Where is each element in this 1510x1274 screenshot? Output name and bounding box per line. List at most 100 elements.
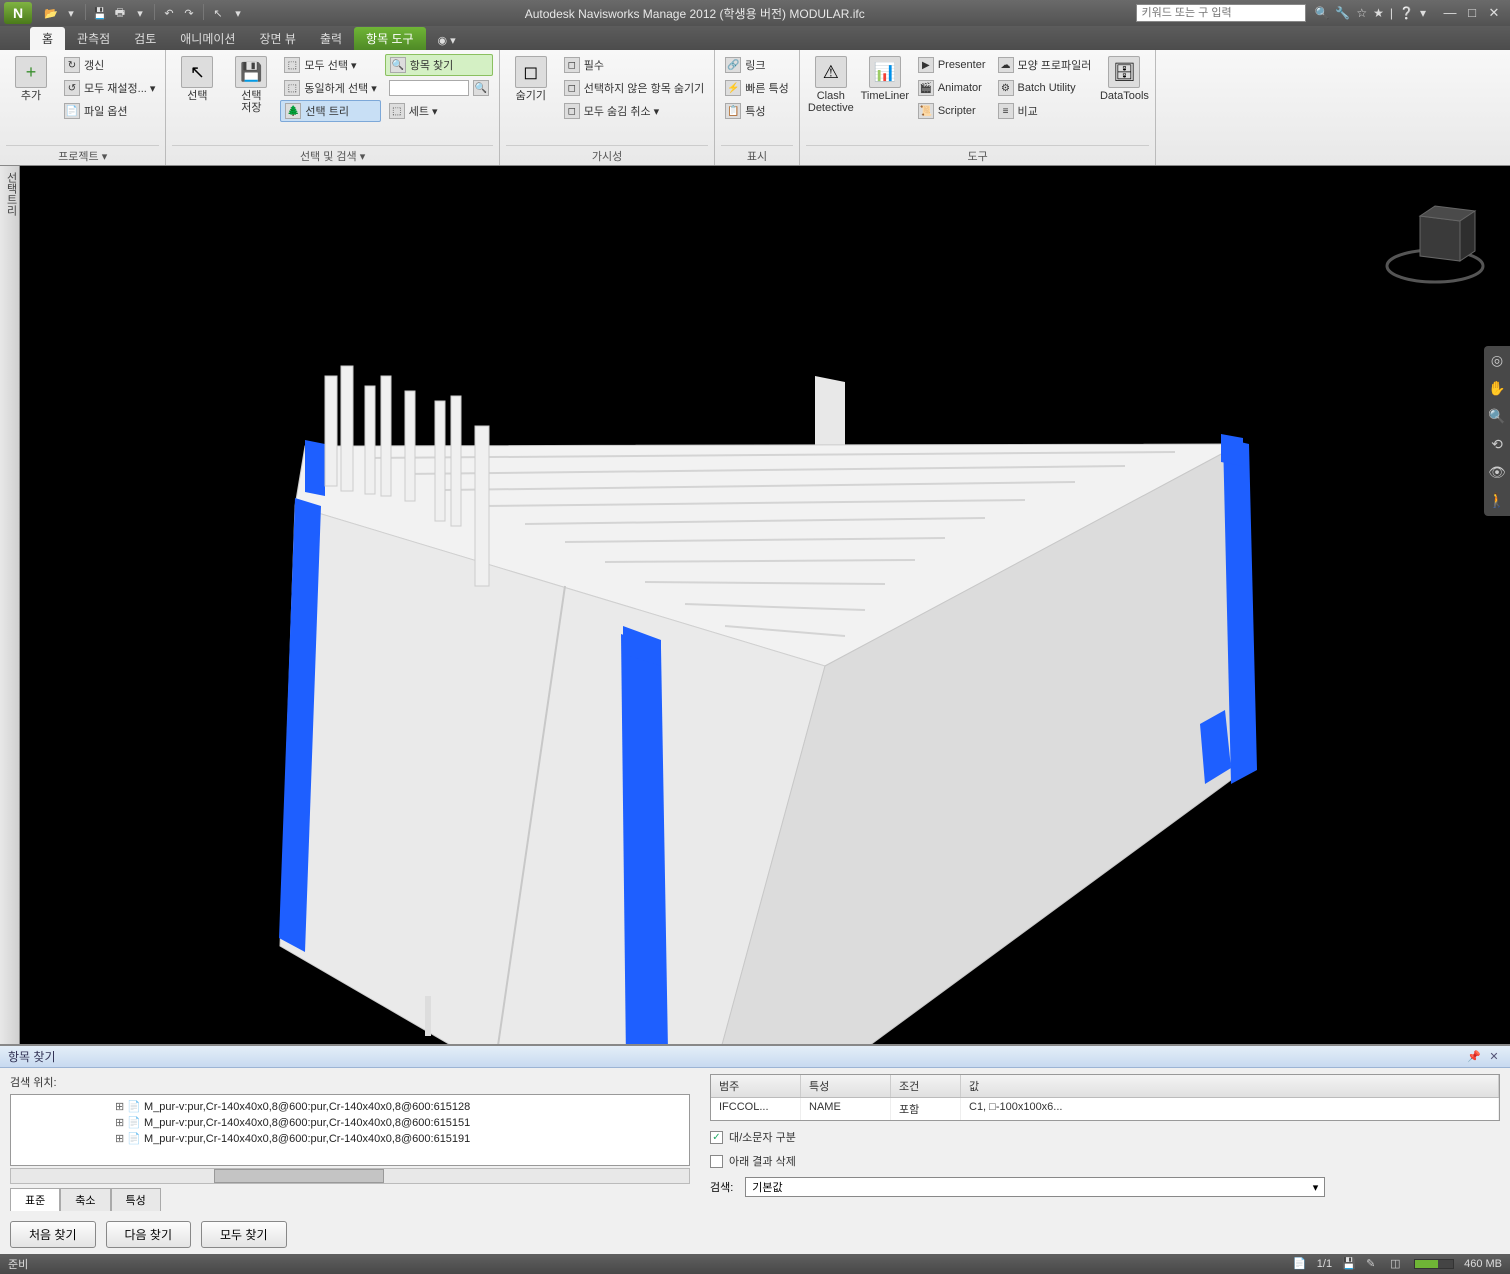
datatools-button[interactable]: 🗄 DataTools [1099, 54, 1149, 145]
ribbon-group-project: + 추가 ↻갱신 ↺모두 재설정... ▾ 📄파일 옵션 프로젝트 ▾ [0, 50, 166, 165]
select-all-button[interactable]: ⬚모두 선택 ▾ [280, 54, 380, 76]
animator-button[interactable]: 🎬Animator [914, 77, 990, 99]
tab-standard[interactable]: 표준 [10, 1188, 60, 1211]
qat-cursor-icon[interactable]: ↖ [209, 4, 227, 22]
close-button[interactable]: ✕ [1484, 5, 1504, 21]
tree-row[interactable]: M_pur-v:pur,Cr-140x40x0,8@600:pur,Cr-140… [115, 1131, 685, 1147]
datatools-icon: 🗄 [1108, 56, 1140, 88]
appearance-profiler-button[interactable]: ☁모양 프로파일러 [994, 54, 1096, 76]
panel-close-icon[interactable]: ✕ [1486, 1050, 1502, 1064]
find-first-button[interactable]: 처음 찾기 [10, 1221, 96, 1248]
search-tree[interactable]: M_pur-v:pur,Cr-140x40x0,8@600:pur,Cr-140… [10, 1094, 690, 1166]
qat-dropdown-icon[interactable]: ▾ [62, 4, 80, 22]
panel-pin-icon[interactable]: 📌 [1466, 1050, 1482, 1064]
tab-viewpoint[interactable]: 관측점 [65, 27, 122, 50]
maximize-button[interactable]: □ [1462, 5, 1482, 21]
quick-access-toolbar: 📂 ▾ 💾 🖶 ▾ ↶ ↷ ↖ ▾ [36, 4, 253, 22]
tree-row[interactable]: M_pur-v:pur,Cr-140x40x0,8@600:pur,Cr-140… [115, 1115, 685, 1131]
qat-dropdown3-icon[interactable]: ▾ [229, 4, 247, 22]
key-icon[interactable]: 🔧 [1335, 6, 1350, 20]
properties-button[interactable]: 📋특성 [721, 100, 793, 122]
minimize-button[interactable]: — [1440, 5, 1460, 21]
required-button[interactable]: ◻필수 [560, 54, 709, 76]
qat-open-icon[interactable]: 📂 [42, 4, 60, 22]
window-controls: — □ ✕ [1434, 5, 1510, 21]
steering-wheel-icon[interactable]: ◎ [1488, 352, 1506, 370]
orbit-icon[interactable]: ⟲ [1488, 436, 1506, 454]
props-icon: 📋 [725, 103, 741, 119]
tab-properties[interactable]: 특성 [111, 1188, 161, 1211]
sb-disk-icon[interactable]: 💾 [1342, 1257, 1356, 1271]
quick-find-input[interactable] [389, 80, 469, 96]
match-case-checkbox[interactable]: ✓ [710, 1131, 723, 1144]
3d-viewport[interactable]: ◎ ✋ 🔍 ⟲ 👁 🚶 [20, 166, 1510, 1044]
tab-sceneview[interactable]: 장면 뷰 [247, 27, 307, 50]
tab-compact[interactable]: 축소 [60, 1188, 110, 1211]
help-icon[interactable]: ❔ [1399, 6, 1414, 20]
hide-icon: ◻ [515, 56, 547, 88]
qat-undo-icon[interactable]: ↶ [160, 4, 178, 22]
save-selection-button[interactable]: 💾 선택저장 [226, 54, 276, 145]
col-property[interactable]: 특성 [801, 1075, 891, 1097]
ribbon-options-icon[interactable]: ◉ ▾ [432, 31, 462, 50]
selection-tree-button[interactable]: 🌲선택 트리 [280, 100, 380, 122]
qat-save-icon[interactable]: 💾 [91, 4, 109, 22]
find-all-button[interactable]: 모두 찾기 [201, 1221, 287, 1248]
col-value[interactable]: 값 [961, 1075, 1499, 1097]
tree-row[interactable]: M_pur-v:pur,Cr-140x40x0,8@600:pur,Cr-140… [115, 1099, 685, 1115]
binoculars-icon[interactable]: 🔍 [1314, 6, 1329, 20]
find-panel-titlebar[interactable]: 항목 찾기 📌 ✕ [0, 1046, 1510, 1068]
unhide-all-button[interactable]: ◻모두 숨김 취소 ▾ [560, 100, 709, 122]
scripter-button[interactable]: 📜Scripter [914, 100, 990, 122]
col-category[interactable]: 범주 [711, 1075, 801, 1097]
select-button[interactable]: ↖ 선택 [172, 54, 222, 145]
prune-below-checkbox[interactable] [710, 1155, 723, 1168]
quick-props-button[interactable]: ⚡빠른 특성 [721, 77, 793, 99]
refresh-button[interactable]: ↻갱신 [60, 54, 159, 76]
qat-redo-icon[interactable]: ↷ [180, 4, 198, 22]
hide-unselected-button[interactable]: ◻선택하지 않은 항목 숨기기 [560, 77, 709, 99]
col-condition[interactable]: 조건 [891, 1075, 961, 1097]
tree-hscrollbar[interactable] [10, 1168, 690, 1184]
pan-icon[interactable]: ✋ [1488, 380, 1506, 398]
walk-icon[interactable]: 🚶 [1488, 492, 1506, 510]
find-next-button[interactable]: 다음 찾기 [106, 1221, 192, 1248]
tab-output[interactable]: 출력 [308, 27, 354, 50]
sb-sheet-icon[interactable]: 📄 [1293, 1257, 1307, 1271]
star2-icon[interactable]: ★ [1373, 6, 1384, 20]
viewcube[interactable] [1380, 186, 1490, 296]
clash-detective-button[interactable]: ⚠ ClashDetective [806, 54, 856, 145]
timeliner-button[interactable]: 📊 TimeLiner [860, 54, 910, 145]
sets-button[interactable]: ⬚세트 ▾ [385, 100, 493, 122]
help-dropdown-icon[interactable]: ▾ [1420, 6, 1426, 20]
compare-button[interactable]: ≡비교 [994, 100, 1096, 122]
sb-cube-icon[interactable]: ◫ [1390, 1257, 1404, 1271]
qat-dropdown2-icon[interactable]: ▾ [131, 4, 149, 22]
search-combo[interactable]: 기본값 ▾ [745, 1177, 1325, 1197]
conditions-grid[interactable]: 범주 특성 조건 값 IFCCOL... NAME 포함 C1, □-100x1… [710, 1074, 1500, 1121]
reset-all-button[interactable]: ↺모두 재설정... ▾ [60, 77, 159, 99]
tab-animation[interactable]: 애니메이션 [168, 27, 247, 50]
select-all-icon: ⬚ [284, 57, 300, 73]
hide-button[interactable]: ◻ 숨기기 [506, 54, 556, 145]
app-logo[interactable]: N [4, 2, 32, 24]
find-items-button[interactable]: 🔍항목 찾기 [385, 54, 493, 76]
keyword-search-input[interactable] [1136, 4, 1306, 22]
tab-home[interactable]: 홈 [30, 27, 65, 50]
qat-print-icon[interactable]: 🖶 [111, 4, 129, 22]
sb-pencil-icon[interactable]: ✎ [1366, 1257, 1380, 1271]
look-icon[interactable]: 👁 [1488, 464, 1506, 482]
tab-item-tools[interactable]: 항목 도구 [354, 27, 426, 50]
grid-row[interactable]: IFCCOL... NAME 포함 C1, □-100x100x6... [711, 1098, 1499, 1120]
select-same-button[interactable]: ⬚동일하게 선택 ▾ [280, 77, 380, 99]
zoom-icon[interactable]: 🔍 [1488, 408, 1506, 426]
quick-find-go-icon[interactable]: 🔍 [473, 80, 489, 96]
links-button[interactable]: 🔗링크 [721, 54, 793, 76]
selection-tree-side-tab[interactable]: 선택트리 [0, 166, 20, 1044]
star-icon[interactable]: ☆ [1356, 6, 1367, 20]
add-button[interactable]: + 추가 [6, 54, 56, 145]
tab-review[interactable]: 검토 [122, 27, 168, 50]
batch-utility-button[interactable]: ⚙Batch Utility [994, 77, 1096, 99]
file-options-button[interactable]: 📄파일 옵션 [60, 100, 159, 122]
presenter-button[interactable]: ▶Presenter [914, 54, 990, 76]
